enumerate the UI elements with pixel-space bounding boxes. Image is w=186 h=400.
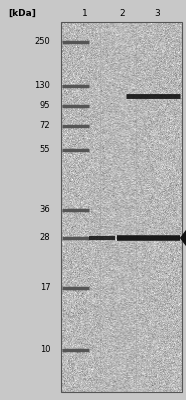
Text: 72: 72	[40, 122, 50, 130]
Text: 250: 250	[34, 38, 50, 46]
Text: 130: 130	[34, 82, 50, 90]
Text: 2: 2	[119, 9, 125, 18]
Bar	[61, 22, 182, 392]
Polygon shape	[181, 230, 186, 246]
Text: 55: 55	[40, 146, 50, 154]
Text: 28: 28	[40, 234, 50, 242]
Text: 3: 3	[154, 9, 160, 18]
Text: 1: 1	[82, 9, 87, 18]
Text: 10: 10	[40, 346, 50, 354]
Text: 36: 36	[39, 206, 50, 214]
Text: 17: 17	[40, 284, 50, 292]
Text: [kDa]: [kDa]	[8, 9, 36, 18]
Text: 95: 95	[40, 102, 50, 110]
